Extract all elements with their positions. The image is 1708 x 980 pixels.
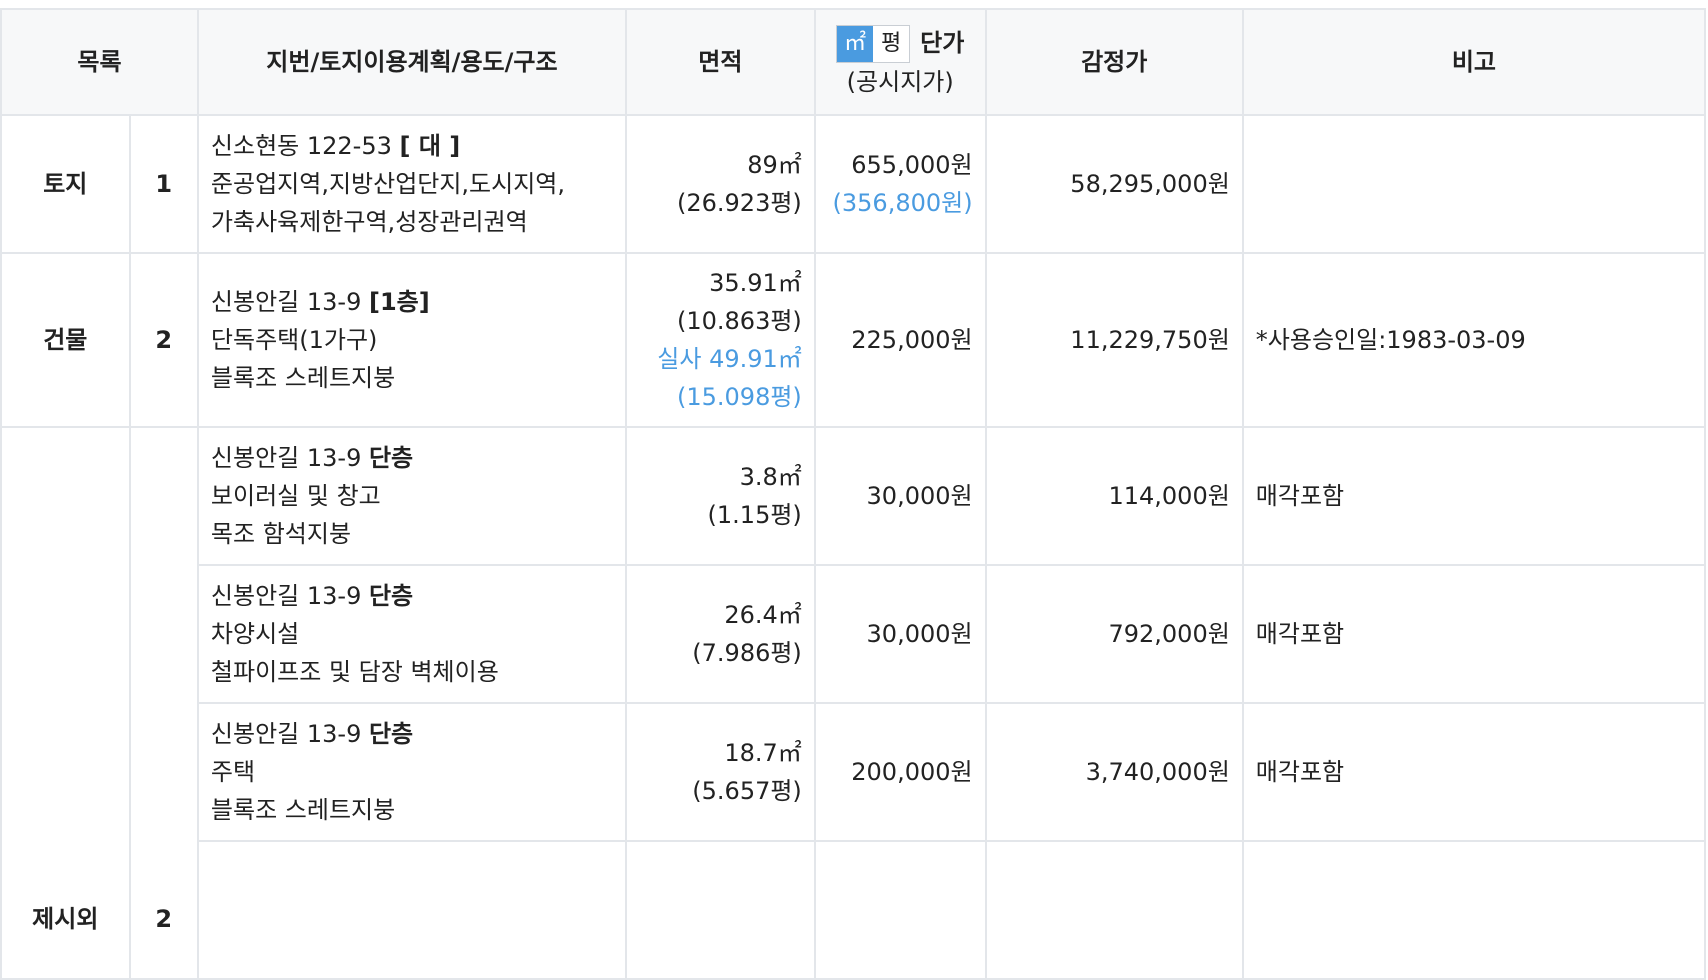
- row-remarks: [1241, 114, 1707, 254]
- address-tag: 단층: [368, 720, 414, 748]
- header-address: 지번/토지이용계획/용도/구조: [196, 8, 627, 116]
- row-category: 토지: [0, 114, 131, 254]
- area-sqm: 89㎡: [747, 151, 802, 179]
- unit-price-value: 655,000원: [851, 151, 973, 179]
- row-appraisal: 58,295,000원: [984, 114, 1244, 254]
- row-address: [196, 840, 627, 980]
- usage-line: 단독주택(1가구): [210, 326, 378, 354]
- row-unit-price: 200,000원: [813, 702, 987, 842]
- area-sqm: 35.91㎡: [709, 269, 802, 297]
- row-remarks: 매각포함: [1241, 426, 1707, 566]
- address-tag: [ 대 ]: [399, 132, 461, 160]
- address-tag: 단층: [368, 444, 414, 472]
- row-area: 26.4㎡ (7.986평): [624, 564, 816, 704]
- unit-pyeong-button[interactable]: 평: [873, 25, 910, 62]
- auction-property-table: 목록 지번/토지이용계획/용도/구조 면적 ㎡ 평 단가 (공시지가) 감정가 …: [0, 8, 1707, 980]
- header-unit-price: ㎡ 평 단가 (공시지가): [813, 8, 987, 116]
- area-sqm: 18.7㎡: [724, 739, 802, 767]
- usage-line: 보이러실 및 창고: [210, 482, 381, 510]
- row-number: 1: [128, 114, 199, 254]
- actual-area-sqm: 실사 49.91㎡: [657, 345, 802, 373]
- row-remarks: [1241, 840, 1707, 980]
- structure-line: 철파이프조 및 담장 벽체이용: [210, 658, 499, 686]
- address-line: 신봉안길 13-9: [210, 444, 369, 472]
- address-line: 신소현동 122-53: [210, 132, 400, 160]
- row-appraisal: 11,229,750원: [984, 252, 1244, 428]
- structure-line: 목조 함석지붕: [210, 520, 352, 548]
- official-land-price: (356,800원): [832, 189, 973, 217]
- row-unit-price: 30,000원: [813, 426, 987, 566]
- row-unit-price: 655,000원 (356,800원): [813, 114, 987, 254]
- row-unit-price: 225,000원: [813, 252, 987, 428]
- area-pyeong: (10.863평): [677, 307, 802, 335]
- row-address: 신소현동 122-53 [ 대 ] 준공업지역,지방산업단지,도시지역, 가축사…: [196, 114, 627, 254]
- table-header-row: 목록 지번/토지이용계획/용도/구조 면적 ㎡ 평 단가 (공시지가) 감정가 …: [0, 8, 1707, 116]
- row-category: 제시외: [0, 426, 131, 980]
- header-area: 면적: [624, 8, 816, 116]
- row-area: 35.91㎡ (10.863평) 실사 49.91㎡ (15.098평): [624, 252, 816, 428]
- table-row-extra-partial: [1, 840, 1707, 980]
- unit-sqm-button[interactable]: ㎡: [837, 25, 874, 62]
- unit-price-label: 단가: [920, 28, 965, 57]
- address-tag: 단층: [368, 582, 414, 610]
- usage-line: 차양시설: [210, 620, 300, 648]
- table-row-extra: 신봉안길 13-9 단층 주택 블록조 스레트지붕 18.7㎡ (5.657평)…: [1, 702, 1707, 842]
- zoning-line: 가축사육제한구역,성장관리권역: [210, 208, 528, 236]
- row-area: 3.8㎡ (1.15평): [624, 426, 816, 566]
- row-area: 18.7㎡ (5.657평): [624, 702, 816, 842]
- header-category: 목록: [0, 8, 199, 116]
- row-remarks: 매각포함: [1241, 564, 1707, 704]
- usage-line: 주택: [210, 758, 256, 786]
- row-appraisal: 114,000원: [984, 426, 1244, 566]
- row-address: 신봉안길 13-9 단층 차양시설 철파이프조 및 담장 벽체이용: [196, 564, 627, 704]
- actual-area-pyeong: (15.098평): [677, 383, 802, 411]
- row-number: 2: [128, 426, 199, 980]
- row-category: 건물: [0, 252, 131, 428]
- row-number: 2: [128, 252, 199, 428]
- area-pyeong: (1.15평): [707, 501, 802, 529]
- table-row-extra: 신봉안길 13-9 단층 차양시설 철파이프조 및 담장 벽체이용 26.4㎡ …: [1, 564, 1707, 704]
- address-line: 신봉안길 13-9: [210, 582, 369, 610]
- row-remarks: *사용승인일:1983-03-09: [1241, 252, 1707, 428]
- row-appraisal: [984, 840, 1244, 980]
- structure-line: 블록조 스레트지붕: [210, 796, 396, 824]
- row-address: 신봉안길 13-9 단층 보이러실 및 창고 목조 함석지붕: [196, 426, 627, 566]
- table-row-extra: 제시외 2 신봉안길 13-9 단층 보이러실 및 창고 목조 함석지붕 3.8…: [0, 426, 1707, 980]
- address-line: 신봉안길 13-9: [210, 720, 369, 748]
- table-row-land: 토지 1 신소현동 122-53 [ 대 ] 준공업지역,지방산업단지,도시지역…: [0, 114, 1707, 254]
- table-row-building: 건물 2 신봉안길 13-9 [1층] 단독주택(1가구) 블록조 스레트지붕 …: [0, 252, 1707, 428]
- header-remarks: 비고: [1241, 8, 1707, 116]
- area-sqm: 26.4㎡: [724, 601, 802, 629]
- row-area: [624, 840, 816, 980]
- unit-toggle: ㎡ 평: [836, 24, 911, 63]
- row-appraisal: 792,000원: [984, 564, 1244, 704]
- area-sqm: 3.8㎡: [739, 463, 802, 491]
- area-pyeong: (7.986평): [692, 639, 802, 667]
- area-pyeong: (5.657평): [692, 777, 802, 805]
- zoning-line: 준공업지역,지방산업단지,도시지역,: [210, 170, 566, 198]
- header-appraisal: 감정가: [984, 8, 1244, 116]
- row-area: 89㎡ (26.923평): [624, 114, 816, 254]
- address-tag: [1층]: [368, 288, 430, 316]
- row-unit-price: [813, 840, 987, 980]
- address-line: 신봉안길 13-9: [210, 288, 369, 316]
- row-appraisal: 3,740,000원: [984, 702, 1244, 842]
- row-remarks: 매각포함: [1241, 702, 1707, 842]
- area-pyeong: (26.923평): [677, 189, 802, 217]
- row-address: 신봉안길 13-9 단층 주택 블록조 스레트지붕: [196, 702, 627, 842]
- unit-price-sublabel: (공시지가): [846, 67, 954, 96]
- structure-line: 블록조 스레트지붕: [210, 364, 396, 392]
- row-address: 신봉안길 13-9 [1층] 단독주택(1가구) 블록조 스레트지붕: [196, 252, 627, 428]
- row-unit-price: 30,000원: [813, 564, 987, 704]
